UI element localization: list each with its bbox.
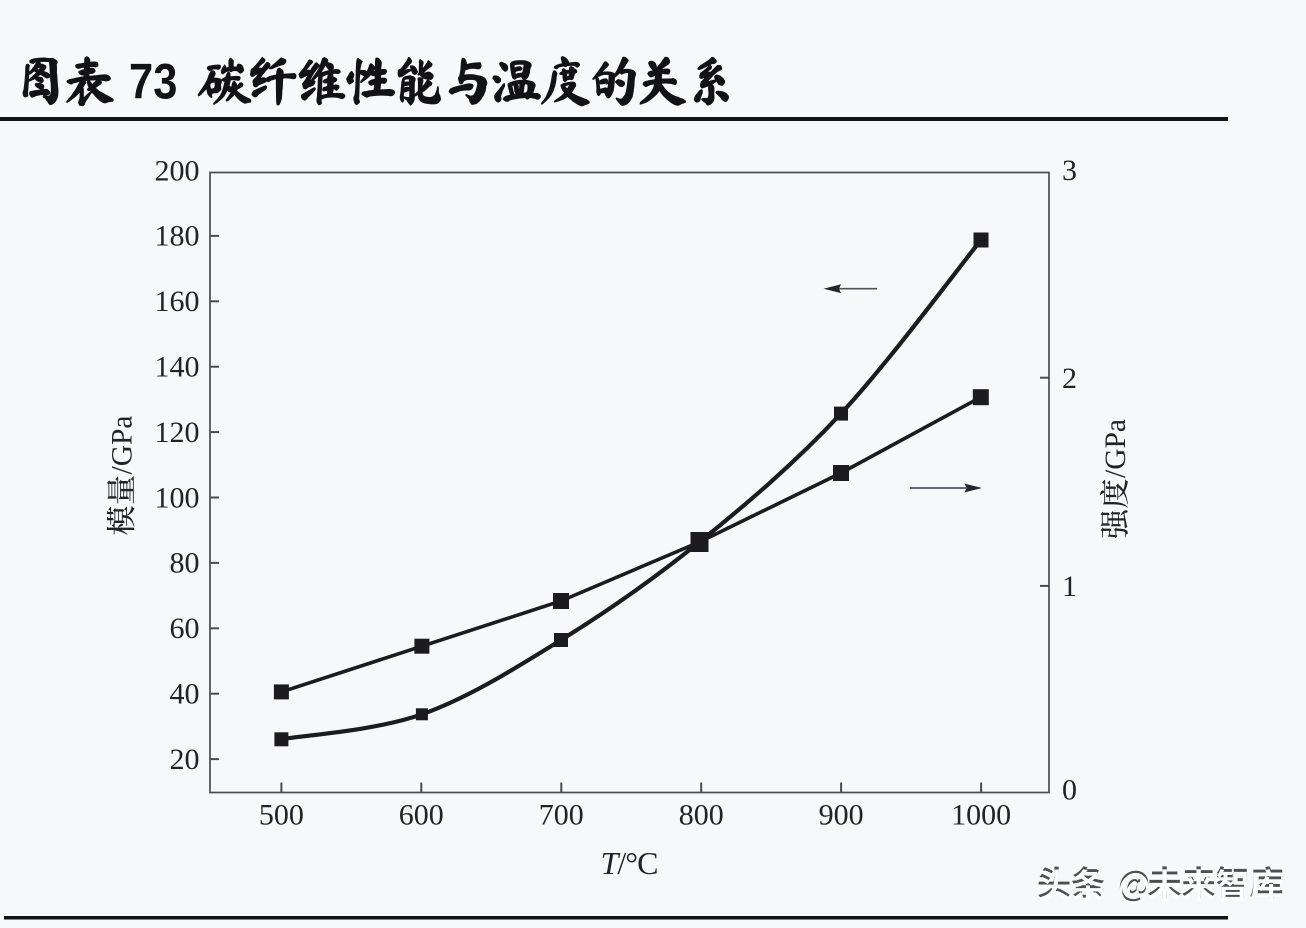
svg-text:80: 80: [170, 547, 200, 580]
svg-text:100: 100: [155, 481, 200, 514]
svg-text:1: 1: [1062, 570, 1077, 603]
svg-text:T/°C: T/°C: [601, 845, 658, 881]
svg-text:60: 60: [170, 612, 200, 645]
svg-text:0: 0: [1062, 773, 1077, 806]
svg-text:600: 600: [399, 799, 444, 832]
svg-text:2: 2: [1062, 362, 1077, 395]
svg-text:120: 120: [155, 416, 200, 449]
svg-text:/GPa: /GPa: [107, 416, 139, 475]
svg-text:180: 180: [155, 220, 200, 253]
svg-text:3: 3: [1062, 154, 1077, 187]
svg-text:140: 140: [155, 351, 200, 384]
svg-text:900: 900: [819, 799, 864, 832]
svg-text:700: 700: [539, 799, 584, 832]
svg-text:500: 500: [259, 799, 304, 832]
svg-text:1000: 1000: [951, 799, 1011, 832]
svg-text:40: 40: [170, 678, 200, 711]
svg-text:200: 200: [155, 154, 200, 187]
svg-text:160: 160: [155, 285, 200, 318]
svg-text:800: 800: [679, 799, 724, 832]
svg-text:/GPa: /GPa: [1100, 419, 1132, 478]
svg-text:20: 20: [170, 743, 200, 776]
svg-text:73: 73: [129, 54, 177, 109]
